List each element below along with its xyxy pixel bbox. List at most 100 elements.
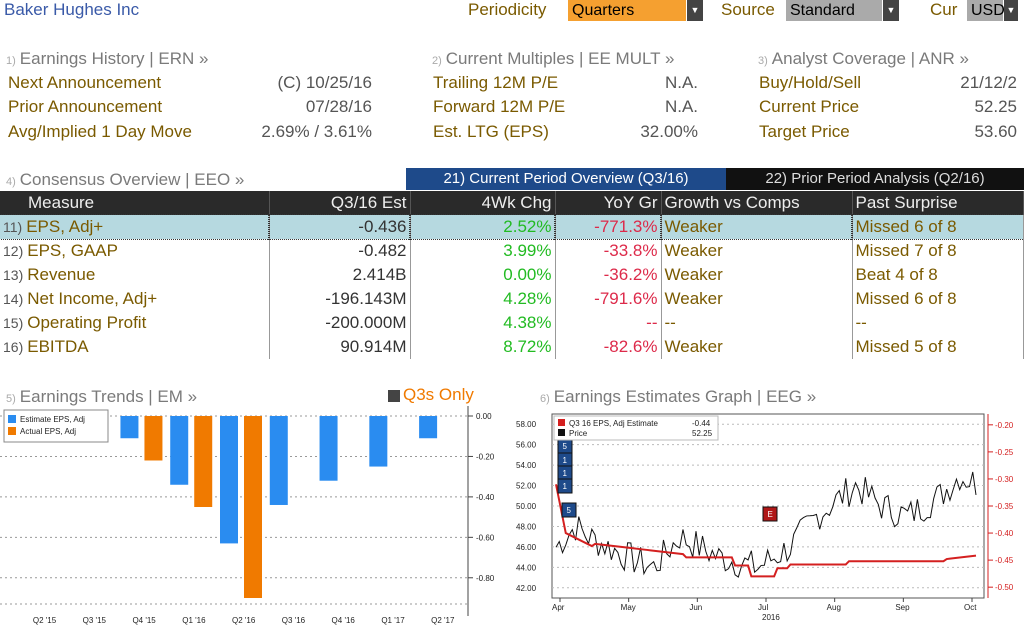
tab-current-period[interactable]: 21) Current Period Overview (Q3/16) [406, 168, 726, 190]
current-price-label: Current Price [759, 97, 860, 116]
measure-name: Revenue [27, 265, 96, 284]
cell-4wk-chg: 0.00% [410, 263, 556, 287]
col-surprise[interactable]: Past Surprise [852, 191, 1024, 215]
measure-name: EPS, GAAP [27, 241, 118, 260]
y-tick-label: -0.60 [476, 533, 495, 542]
analyst-coverage-link[interactable]: 3) Analyst Coverage | ANR » [758, 49, 969, 69]
cell-est: 90.914M [269, 335, 411, 359]
section-title: Consensus Overview | EEO » [19, 170, 245, 189]
next-announcement-label: Next Announcement [8, 73, 162, 92]
table-header-row: Measure Q3/16 Est 4Wk Chg YoY Gr Growth … [0, 191, 1024, 215]
x-tick-label: Q3 '16 [282, 616, 306, 625]
earnings-trends-link[interactable]: 5) Earnings Trends | EM » [6, 387, 197, 407]
cell-4wk-chg: 4.28% [410, 287, 556, 311]
periodicity-dropdown-icon[interactable]: ▼ [687, 0, 703, 21]
x-tick-label: Jun [689, 603, 702, 612]
price-line [555, 471, 977, 578]
earnings-history-link[interactable]: 1) Earnings History | ERN » [6, 49, 208, 69]
col-measure[interactable]: Measure [0, 191, 270, 215]
row-number: 11) [3, 219, 23, 235]
col-est[interactable]: Q3/16 Est [269, 191, 411, 215]
section-title: Earnings History | ERN » [19, 49, 209, 68]
forward-pe-value: N.A. [664, 97, 698, 116]
company-name: Baker Hughes Inc [4, 0, 140, 19]
x-tick-label: Oct [964, 603, 977, 612]
col-4wk-chg[interactable]: 4Wk Chg [410, 191, 556, 215]
legend-label: Price [569, 429, 588, 438]
cell-growth: Weaker [661, 263, 853, 287]
target-price-label: Target Price [759, 122, 850, 141]
cell-est: 2.414B [269, 263, 411, 287]
actual-bar [244, 416, 262, 598]
estimate-bar [369, 416, 388, 467]
x-tick-label: Q4 '16 [332, 616, 356, 625]
x-tick-label: Q4 '15 [132, 616, 156, 625]
earnings-graph-link[interactable]: 6) Earnings Estimates Graph | EEG » [540, 387, 816, 407]
periodicity-select[interactable]: Quarters [568, 0, 686, 21]
earnings-marker [762, 506, 778, 522]
cell-growth: Weaker [661, 335, 853, 359]
legend-swatch [558, 419, 565, 426]
table-row[interactable]: 11) EPS, Adj+ -0.436 2.52% -771.3% Weaker Miss… [0, 214, 1024, 240]
table-row[interactable]: 13) Revenue 2.414B 0.00% -36.2% Weaker Beat 4 … [0, 263, 1024, 287]
cell-est: -0.482 [269, 239, 411, 263]
buy-hold-sell-label: Buy/Hold/Sell [759, 73, 862, 92]
right-tick-label: -0.40 [995, 529, 1014, 538]
row-number: 13) [3, 267, 24, 283]
cell-4wk-chg: 4.38% [410, 311, 556, 335]
right-tick-label: -0.35 [995, 502, 1014, 511]
right-tick-label: -0.45 [995, 556, 1014, 565]
x-tick-label: Jul [758, 603, 768, 612]
marker-label: 1 [563, 482, 568, 491]
next-announcement-value: (C) 10/25/16 [277, 73, 373, 92]
q3s-only-checkbox[interactable] [388, 390, 400, 402]
section-number: 6) [540, 393, 550, 405]
est-ltg-value: 32.00% [640, 122, 698, 141]
section-title: Current Multiples | EE MULT » [445, 49, 675, 68]
cell-4wk-chg: 2.52% [409, 214, 556, 240]
cell-growth: Weaker [660, 214, 853, 240]
table-row[interactable]: 16) EBITDA 90.914M 8.72% -82.6% Weaker Missed … [0, 335, 1024, 359]
marker-label: 5 [567, 506, 572, 515]
section-number: 3) [758, 55, 768, 67]
cell-measure: 14) Net Income, Adj+ [0, 287, 270, 311]
estimate-bar [120, 416, 139, 439]
cell-growth: -- [661, 311, 853, 335]
source-select[interactable]: Standard [786, 0, 882, 21]
marker-label: 5 [563, 442, 568, 451]
consensus-overview-link[interactable]: 4) Consensus Overview | EEO » [6, 170, 244, 190]
cell-yoy: -- [555, 311, 662, 335]
currency-select[interactable]: USD [967, 0, 1005, 21]
section-title: Earnings Trends | EM » [19, 387, 198, 406]
avg-move-label: Avg/Implied 1 Day Move [8, 122, 192, 141]
left-tick-label: 56.00 [516, 441, 537, 450]
source-label: Source [721, 0, 775, 19]
cell-measure: 12) EPS, GAAP [0, 239, 270, 263]
actual-bar [144, 416, 163, 461]
currency-label: Cur [930, 0, 958, 19]
right-tick-label: -0.25 [995, 448, 1014, 457]
actual-bar [194, 416, 213, 507]
currency-dropdown-icon[interactable]: ▼ [1004, 0, 1018, 21]
source-dropdown-icon[interactable]: ▼ [883, 0, 899, 21]
cell-measure: 16) EBITDA [0, 335, 270, 359]
prior-announcement-label: Prior Announcement [8, 97, 163, 116]
x-tick-label: Sep [895, 603, 910, 612]
col-growth[interactable]: Growth vs Comps [661, 191, 853, 215]
left-tick-label: 54.00 [516, 461, 537, 470]
left-tick-label: 58.00 [516, 420, 537, 429]
table-row[interactable]: 12) EPS, GAAP -0.482 3.99% -33.8% Weaker Misse… [0, 239, 1024, 263]
current-multiples-link[interactable]: 2) Current Multiples | EE MULT » [432, 49, 674, 69]
estimate-bar [319, 416, 338, 481]
table-row[interactable]: 15) Operating Profit -200.000M 4.38% -- -- -- [0, 311, 1024, 335]
cell-yoy: -82.6% [555, 335, 662, 359]
eps-estimate-line [555, 484, 977, 578]
tab-prior-period[interactable]: 22) Prior Period Analysis (Q2/16) [726, 168, 1024, 190]
table-row[interactable]: 14) Net Income, Adj+ -196.143M 4.28% -791.6%… [0, 287, 1024, 311]
cell-4wk-chg: 8.72% [410, 335, 556, 359]
q3s-only-label[interactable]: Q3s Only [403, 385, 474, 404]
col-yoy[interactable]: YoY Gr [555, 191, 662, 215]
section-number: 4) [6, 176, 16, 188]
row-number: 15) [3, 315, 24, 331]
left-tick-label: 46.00 [516, 543, 537, 552]
